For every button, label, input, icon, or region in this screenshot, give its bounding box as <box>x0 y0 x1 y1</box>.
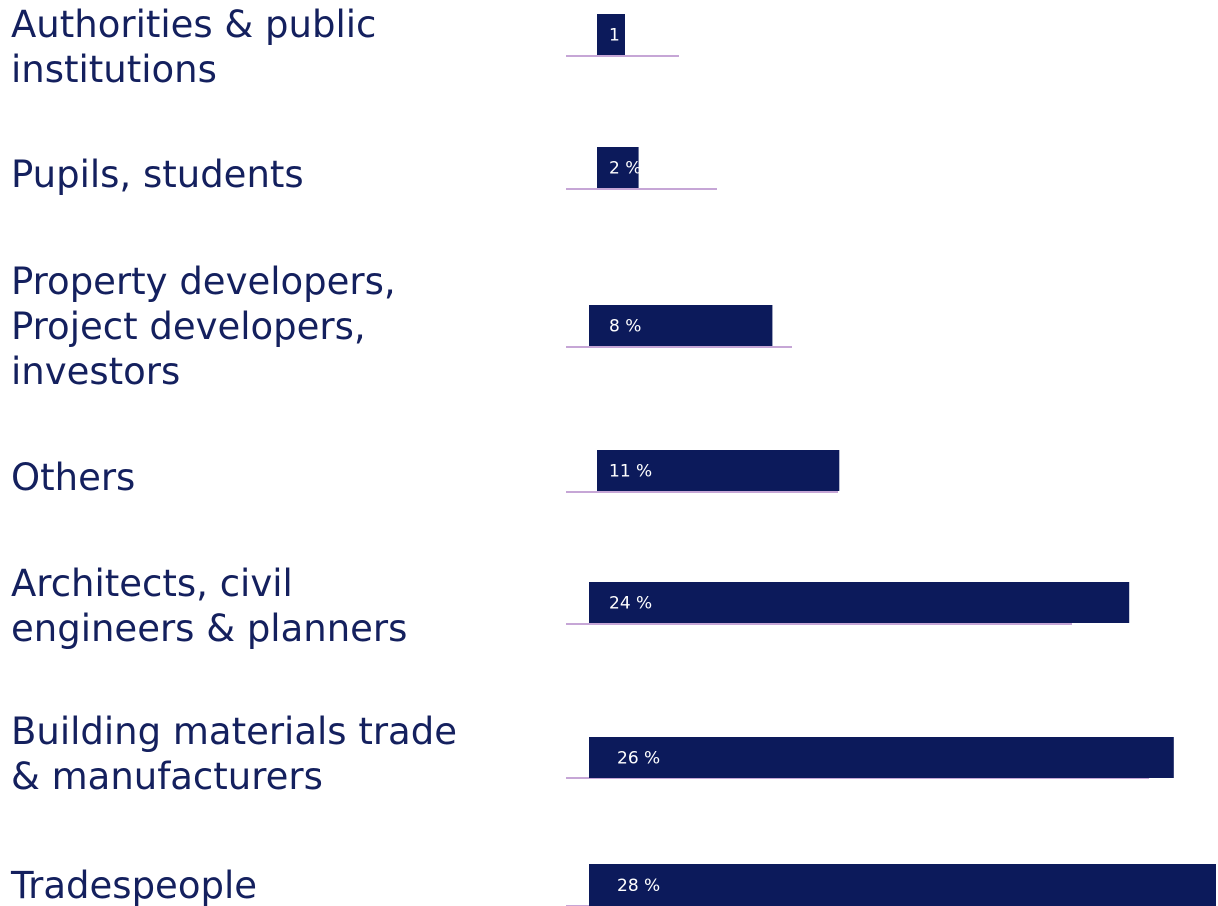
category-label-line: Property developers, <box>11 260 396 303</box>
category-label: Others <box>11 456 135 499</box>
category-label: Architects, civil engineers & planners <box>11 562 407 650</box>
bar <box>589 737 1174 778</box>
category-label-line: & manufacturers <box>11 755 323 798</box>
bar-group <box>589 14 1216 906</box>
category-label: Property developers, Project developers, i… <box>11 260 396 393</box>
category-label: Pupils, students <box>11 153 304 196</box>
category-label-line: Authorities & public <box>11 3 376 46</box>
category-label-line: engineers & planners <box>11 607 407 650</box>
category-label-line: Building materials trade <box>11 710 457 753</box>
category-label-line: Pupils, students <box>11 153 304 196</box>
bar <box>597 147 639 188</box>
category-label-line: investors <box>11 350 180 393</box>
category-label: Building materials trade & manufacturers <box>11 710 457 798</box>
category-label-line: Project developers, <box>11 305 366 348</box>
category-label: Tradespeople <box>10 864 257 906</box>
bar-value-label: 2 % <box>609 159 641 179</box>
bar <box>597 450 840 491</box>
category-label-line: Architects, civil <box>11 562 293 605</box>
bar <box>589 305 773 346</box>
bar-value-label: 11 % <box>609 462 652 482</box>
bar-value-label: 8 % <box>609 317 641 337</box>
value-label-group: 1 % 2 % 8 % 11 % 24 % 26 % 28 % <box>609 26 660 897</box>
category-label-line: Others <box>11 456 135 499</box>
category-label: Authorities & public institutions <box>11 3 376 91</box>
bar <box>589 582 1130 623</box>
category-label-group: Authorities & public institutions Pupils, … <box>10 3 457 906</box>
bar-value-label: 28 % <box>617 876 660 896</box>
bar <box>597 14 625 55</box>
bar-value-label: 1 % <box>609 26 641 46</box>
bar-value-label: 24 % <box>609 594 652 614</box>
category-label-line: Tradespeople <box>10 864 257 906</box>
bar <box>589 864 1216 906</box>
category-label-line: institutions <box>11 48 217 91</box>
bar-value-label: 26 % <box>617 749 660 769</box>
